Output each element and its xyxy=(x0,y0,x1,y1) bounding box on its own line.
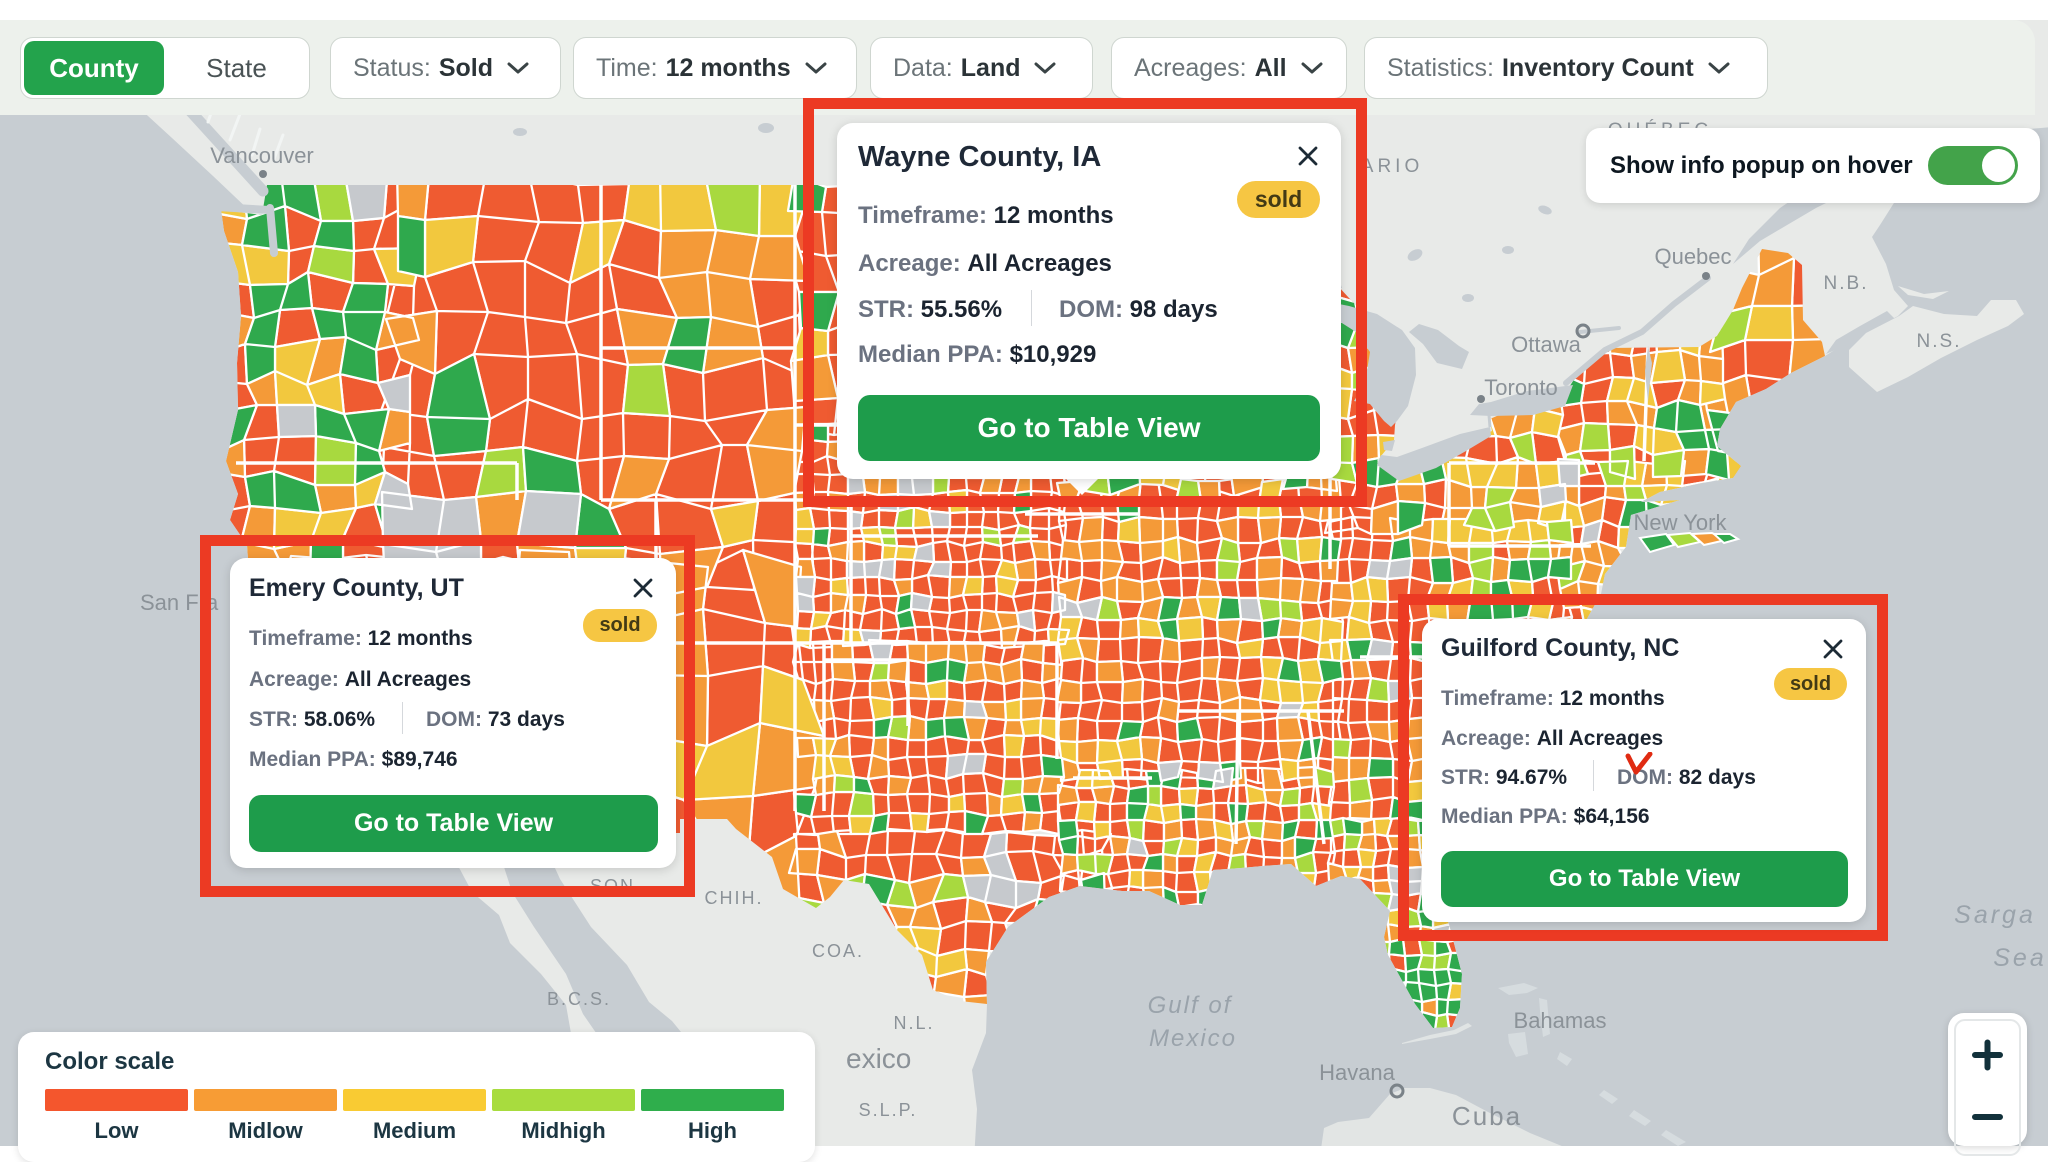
svg-text:Gulf of: Gulf of xyxy=(1148,992,1233,1019)
svg-text:N.B.: N.B. xyxy=(1824,273,1869,294)
svg-text:Toronto: Toronto xyxy=(1484,375,1557,400)
svg-text:Bahamas: Bahamas xyxy=(1514,1008,1607,1033)
svg-text:N.S.: N.S. xyxy=(1917,331,1962,352)
svg-text:CHIH.: CHIH. xyxy=(705,888,764,908)
svg-text:Mexico: Mexico xyxy=(1149,1025,1237,1052)
svg-text:Sea: Sea xyxy=(1993,944,2046,972)
svg-text:B.C.S.: B.C.S. xyxy=(547,989,611,1009)
svg-text:New York: New York xyxy=(1634,510,1728,535)
svg-text:Sarga: Sarga xyxy=(1954,901,2036,929)
svg-text:Havana: Havana xyxy=(1319,1060,1396,1085)
svg-text:ARIO: ARIO xyxy=(1361,156,1423,177)
svg-text:S.L.P.: S.L.P. xyxy=(859,1100,918,1120)
svg-text:Cuba: Cuba xyxy=(1452,1101,1522,1131)
svg-text:Quebec: Quebec xyxy=(1654,244,1731,269)
svg-text:Ottawa: Ottawa xyxy=(1511,332,1581,357)
svg-text:Vancouver: Vancouver xyxy=(210,143,314,168)
svg-text:N.L.: N.L. xyxy=(893,1013,934,1033)
svg-text:COA.: COA. xyxy=(812,941,864,961)
svg-text:exico: exico xyxy=(846,1043,911,1074)
